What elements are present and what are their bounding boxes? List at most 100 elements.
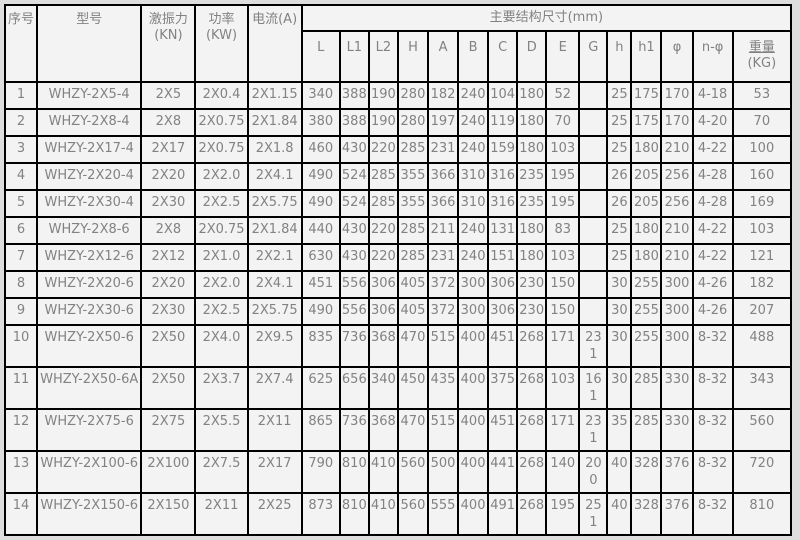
cell: 865 <box>300 408 341 452</box>
table-row: 1 WHZY-2X5-4 2X5 2X0.4 2X1.15 340 388 190 280 182… <box>3 81 793 110</box>
cell: 268 <box>516 450 548 494</box>
cell: 400 <box>457 366 490 410</box>
cell: 330 <box>660 366 694 410</box>
cell: 210 <box>660 243 694 272</box>
cell: 515 <box>426 408 460 452</box>
cell: 285 <box>396 135 429 164</box>
cell: 195 <box>545 189 581 218</box>
cell: 835 <box>300 324 341 368</box>
cell: 251 <box>578 492 609 536</box>
cell: 30 <box>606 366 633 410</box>
cell: 2X17 <box>246 450 303 494</box>
cell: 368 <box>367 408 399 452</box>
cell: 4-28 <box>691 162 734 191</box>
cell: 306 <box>367 270 399 299</box>
cell: 450 <box>396 366 429 410</box>
cell: 405 <box>396 270 429 299</box>
cell: 306 <box>487 270 519 299</box>
cell: 2X0.75 <box>194 216 249 245</box>
cell: 4-22 <box>691 216 734 245</box>
cell: 500 <box>426 450 460 494</box>
weight-unit: (KG) <box>747 56 777 71</box>
cell: 2X11 <box>194 492 249 536</box>
cell: 285 <box>630 366 663 410</box>
cell: 285 <box>396 243 429 272</box>
col-D-header: D <box>516 30 548 83</box>
cell: 240 <box>457 135 490 164</box>
force-unit: (KN) <box>154 28 183 43</box>
cell <box>578 81 609 110</box>
cell: 255 <box>630 297 663 326</box>
cell: 328 <box>630 450 663 494</box>
cell: 26 <box>606 189 633 218</box>
cell: 14 <box>3 492 39 536</box>
table-row: 9 WHZY-2X30-6 2X30 2X2.5 2X5.75 490 556 306 405 3… <box>3 297 793 326</box>
table-header: 序号 型号 激振力 (KN) 功率 (KW) 电流(A) 主要结构尺寸(mm) … <box>3 4 793 83</box>
cell: 372 <box>426 297 460 326</box>
cell: 310 <box>457 189 490 218</box>
cell: 2X11 <box>246 408 303 452</box>
cell: 625 <box>300 366 341 410</box>
cell: 376 <box>660 450 694 494</box>
cell: 300 <box>457 297 490 326</box>
cell: 159 <box>487 135 519 164</box>
cell: 441 <box>487 450 519 494</box>
col-n-φ-header: n-φ <box>691 30 734 83</box>
cell: 790 <box>300 450 341 494</box>
cell: 515 <box>426 324 460 368</box>
cell: 140 <box>545 450 581 494</box>
cell: 210 <box>660 135 694 164</box>
cell: 170 <box>660 81 694 110</box>
cell: 435 <box>426 366 460 410</box>
cell: 368 <box>367 324 399 368</box>
power-label: 功率 <box>208 12 235 27</box>
cell: 873 <box>300 492 341 536</box>
cell: 451 <box>487 408 519 452</box>
cell: 2X0.75 <box>194 135 249 164</box>
cell: 195 <box>545 492 581 536</box>
col-h-header: h <box>606 30 633 83</box>
col-model-header: 型号 <box>36 4 143 83</box>
cell: WHZY-2X30-6 <box>36 297 143 326</box>
cell: 316 <box>487 189 519 218</box>
cell: 190 <box>367 81 399 110</box>
cell: 2X7.4 <box>246 366 303 410</box>
col-E-header: E <box>545 30 581 83</box>
cell: 375 <box>487 366 519 410</box>
table-row: 3 WHZY-2X17-4 2X17 2X0.75 2X1.8 460 430 220 285 2… <box>3 135 793 164</box>
cell: 300 <box>660 324 694 368</box>
cell: 2X50 <box>140 324 197 368</box>
cell: 4-18 <box>691 81 734 110</box>
cell: 2X20 <box>140 270 197 299</box>
cell: 195 <box>545 162 581 191</box>
col-B-header: B <box>457 30 490 83</box>
cell: 556 <box>338 297 370 326</box>
cell: 400 <box>457 492 490 536</box>
cell: 430 <box>338 216 370 245</box>
cell: 470 <box>396 408 429 452</box>
cell: 300 <box>660 297 694 326</box>
cell: 70 <box>731 108 793 137</box>
cell: 524 <box>338 189 370 218</box>
cell: 366 <box>426 162 460 191</box>
cell: 280 <box>396 81 429 110</box>
cell: 330 <box>660 408 694 452</box>
cell: 8-32 <box>691 492 734 536</box>
cell: 100 <box>731 135 793 164</box>
cell: 190 <box>367 108 399 137</box>
cell <box>578 108 609 137</box>
cell: 2X8 <box>140 216 197 245</box>
col-power-header: 功率 (KW) <box>194 4 249 83</box>
cell: 488 <box>731 324 793 368</box>
cell: WHZY-2X20-4 <box>36 162 143 191</box>
cell: 175 <box>630 108 663 137</box>
cell <box>578 243 609 272</box>
col-A-header: A <box>426 30 460 83</box>
cell: 207 <box>731 297 793 326</box>
cell: 380 <box>300 108 341 137</box>
cell: 6 <box>3 216 39 245</box>
cell: 310 <box>457 162 490 191</box>
cell: 4 <box>3 162 39 191</box>
cell: 2X1.8 <box>246 135 303 164</box>
